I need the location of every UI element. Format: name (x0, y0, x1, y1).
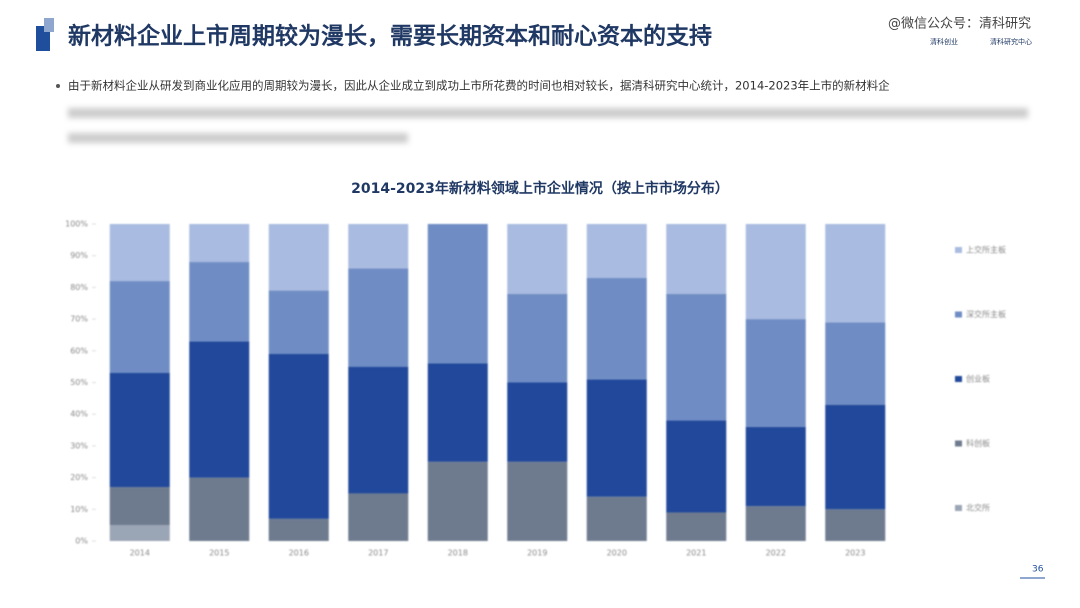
bar-segment (109, 372, 170, 488)
bar-segment (586, 277, 647, 380)
y-tick-label: 30% (70, 441, 88, 450)
bar-segment (507, 293, 568, 383)
bar-segment (507, 382, 568, 462)
bar-segment (745, 426, 806, 507)
blurred-text (68, 133, 408, 143)
logo-text: 清科研究中心 (990, 37, 1032, 46)
x-tick-label: 2015 (209, 549, 229, 558)
watermark: @微信公众号：清科研究 (888, 17, 1031, 32)
y-tick-label: 0% (75, 537, 88, 546)
x-tick-label: 2016 (289, 549, 309, 558)
legend-label: 科创板 (966, 438, 990, 448)
bar-segment (427, 363, 488, 462)
bar-segment (586, 224, 647, 278)
bar-segment (348, 268, 409, 367)
bar-segment (109, 525, 170, 541)
x-tick-label: 2017 (368, 549, 388, 558)
legend-label: 深交所主板 (966, 309, 1006, 319)
bar-segment (825, 509, 886, 541)
bar-segment (825, 322, 886, 405)
y-tick-label: 100% (65, 220, 88, 229)
x-tick-label: 2020 (607, 549, 627, 558)
bar-segment (666, 512, 727, 541)
page-number: 36 (1032, 565, 1044, 575)
bar-segment (348, 224, 409, 269)
bar-segment (666, 420, 727, 513)
bar-segment (268, 353, 329, 519)
y-tick-label: 60% (70, 346, 88, 355)
legend-label: 创业板 (966, 374, 990, 384)
y-tick-label: 20% (70, 473, 88, 482)
y-tick-label: 10% (70, 505, 88, 514)
bar-segment (348, 366, 409, 494)
bar-segment (109, 224, 170, 282)
x-tick-label: 2021 (686, 549, 706, 558)
bar-segment (745, 224, 806, 320)
y-tick-label: 40% (70, 410, 88, 419)
legend-label: 上交所主板 (966, 245, 1006, 255)
x-tick-label: 2023 (845, 549, 865, 558)
bar-segment (348, 493, 409, 541)
bar-segment (745, 506, 806, 541)
bar-segment (109, 281, 170, 373)
legend-swatch (955, 311, 962, 318)
bar-segment (268, 290, 329, 354)
bar-segment (189, 341, 250, 478)
title-icon (36, 26, 50, 51)
legend-swatch (955, 376, 962, 382)
legend-swatch (955, 440, 962, 447)
slide-title: 新材料企业上市周期较为漫长，需要长期资本和耐心资本的支持 (68, 23, 712, 50)
bar-segment (586, 496, 647, 541)
bar-segment (825, 404, 886, 510)
bar-segment (745, 319, 806, 427)
x-tick-label: 2019 (527, 549, 547, 558)
y-tick-label: 80% (70, 283, 88, 292)
bullet-text: 由于新材料企业从研发到商业化应用的周期较为漫长，因此从企业成立到成功上市所花费的… (68, 79, 890, 93)
bar-segment (825, 224, 886, 323)
blurred-text (68, 108, 1028, 118)
y-tick-label: 70% (70, 315, 88, 324)
legend-label: 北交所 (966, 503, 990, 513)
x-tick-label: 2018 (448, 549, 468, 558)
x-tick-label: 2022 (766, 549, 786, 558)
bar-segment (666, 293, 727, 421)
x-tick-label: 2014 (130, 549, 150, 558)
bar-segment (268, 224, 329, 291)
bar-segment (507, 224, 568, 294)
y-tick-label: 90% (70, 251, 88, 260)
chart: 0% 10% 20% 30% 40% 50% 60% 70% 80% 90% 100% 2014 201… (65, 220, 1006, 558)
bar-segment (268, 518, 329, 541)
chart-title: 2014-2023年新材料领域上市企业情况（按上市市场分布） (351, 180, 729, 197)
bar-segment (427, 224, 488, 364)
y-tick-label: 50% (70, 378, 88, 387)
bar-segment (586, 379, 647, 497)
legend-swatch (955, 505, 962, 511)
bullet-dot (56, 84, 60, 88)
bar-segment (427, 461, 488, 541)
title-icon-accent (44, 18, 54, 32)
bar-segment (189, 477, 250, 541)
bar-segment (666, 224, 727, 294)
bar-segment (109, 487, 170, 526)
bar-segment (189, 262, 250, 342)
bar-segment (507, 461, 568, 541)
bar-segment (189, 224, 250, 263)
logo-text: 清科创业 (930, 37, 958, 46)
legend-swatch (955, 247, 962, 253)
